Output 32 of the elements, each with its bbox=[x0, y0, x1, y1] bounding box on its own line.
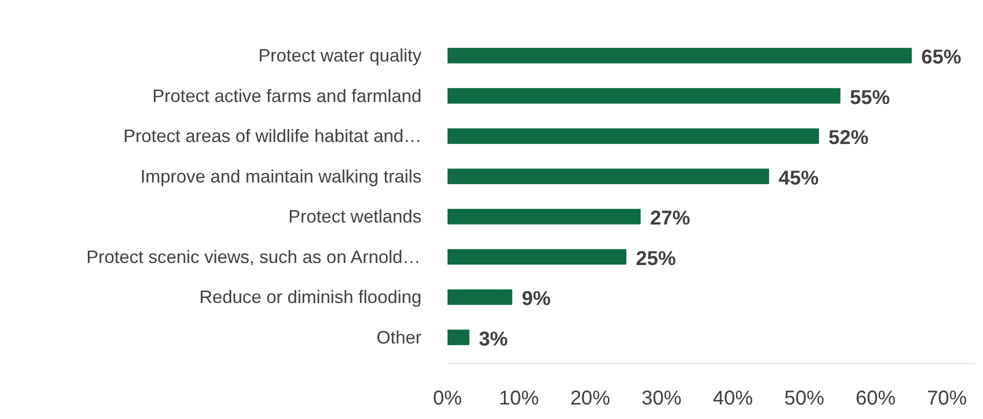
data-label: 25% bbox=[636, 248, 676, 270]
data-label: 65% bbox=[921, 46, 962, 69]
data-label: 45% bbox=[778, 167, 819, 190]
data-label: 9% bbox=[522, 288, 551, 310]
y-tick-label: Protect wetlands bbox=[288, 206, 422, 227]
y-tick-label: Protect scenic views, such as on Arnold… bbox=[86, 246, 421, 267]
x-tick-label: 20% bbox=[570, 388, 610, 410]
x-tick-label: 40% bbox=[712, 388, 754, 410]
x-tick-label: 30% bbox=[642, 388, 682, 410]
y-tick-label: Other bbox=[376, 327, 422, 348]
data-label: 27% bbox=[650, 208, 690, 230]
bar bbox=[448, 48, 912, 64]
bar bbox=[448, 88, 840, 104]
y-tick-label: Protect areas of wildlife habitat and… bbox=[123, 126, 422, 146]
data-label: 55% bbox=[850, 86, 890, 109]
x-tick-label: 70% bbox=[926, 388, 968, 410]
data-label: 52% bbox=[828, 127, 869, 150]
x-tick-label: 50% bbox=[784, 388, 824, 410]
bar bbox=[448, 289, 512, 305]
data-label: 3% bbox=[478, 328, 508, 350]
x-tick-label: 60% bbox=[856, 388, 896, 410]
bar bbox=[448, 249, 626, 265]
y-tick-label: Reduce or diminish flooding bbox=[199, 287, 422, 308]
y-tick-label: Protect water quality bbox=[258, 46, 422, 66]
y-tick-label: Improve and maintain walking trails bbox=[140, 166, 422, 186]
x-tick-label: 0% bbox=[433, 388, 462, 410]
x-tick-label: 10% bbox=[498, 388, 540, 410]
bar bbox=[448, 330, 470, 346]
y-tick-label: Protect active farms and farmland bbox=[152, 86, 422, 106]
bar bbox=[448, 208, 641, 224]
bar bbox=[448, 128, 820, 144]
bar bbox=[448, 168, 770, 184]
